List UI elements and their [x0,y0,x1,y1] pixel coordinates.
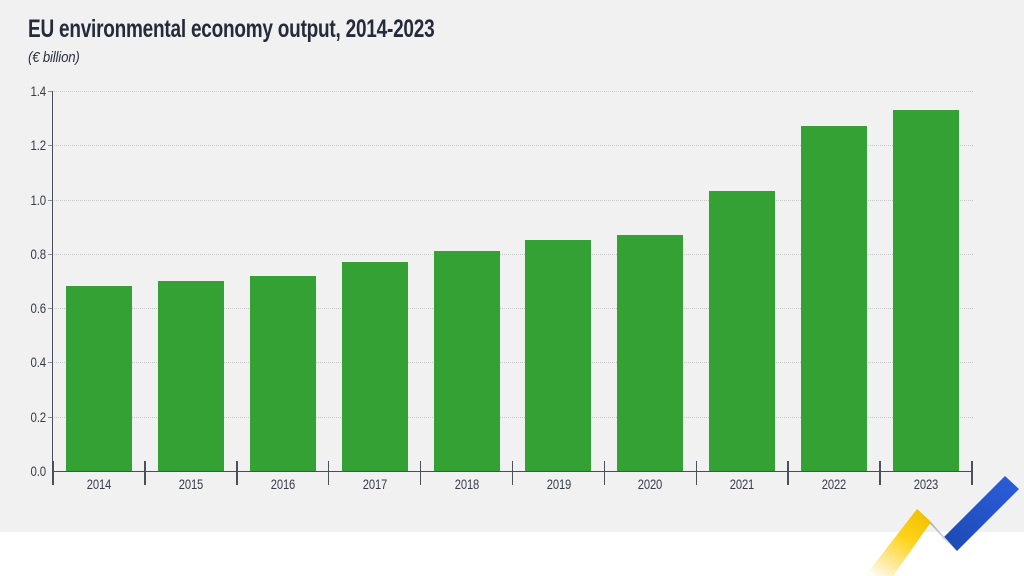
x-axis-tick [236,461,238,485]
x-tick-label-2022: 2022 [821,476,847,492]
x-tick-label-2023: 2023 [913,476,939,492]
bar-2021 [709,191,776,471]
x-tick-label-2016: 2016 [270,476,295,492]
y-axis-tick-1.2 [48,145,52,147]
gridline-0.6 [54,308,973,310]
y-axis-tick-0.6 [48,308,52,310]
chart-title: EU environmental economy output, 2014-20… [28,15,435,43]
y-axis-tick-1.0 [48,199,52,201]
y-tick-label-1.2: 1.2 [30,137,47,154]
bar-2018 [433,251,500,471]
x-axis-tick [879,461,881,485]
x-axis-tick [971,461,973,485]
x-axis-tick [327,461,330,485]
eurostat-zigzag-ribbon-icon [865,476,1019,576]
plot-area: 0.0 0.2 0.4 0.6 0.8 1.0 1.2 1.4 2014 2015 2016 2017… [31,83,973,492]
bar-2020 [617,234,684,471]
x-tick-label-2020: 2020 [638,476,663,492]
x-tick-label-2017: 2017 [362,476,387,492]
x-tick-label-2015: 2015 [178,476,203,492]
y-tick-label-1.0: 1.0 [30,191,47,208]
x-tick-label-2019: 2019 [546,476,571,492]
x-tick-label-2021: 2021 [730,476,755,492]
bar-2015 [157,281,224,471]
x-axis-tick [144,461,146,485]
bar-2022 [801,126,868,471]
gridline-0.8 [54,253,973,255]
gridline-1.0 [54,199,973,201]
x-axis-tick [511,461,514,485]
x-axis-tick [695,461,698,485]
y-tick-label-0.8: 0.8 [30,245,47,262]
gridline-1.2 [54,145,973,147]
y-tick-label-1.4: 1.4 [30,83,47,99]
x-axis-tick [787,461,789,485]
chart-subtitle: (€ billion) [28,49,80,66]
y-tick-label-0.6: 0.6 [30,300,47,317]
x-axis-tick [603,461,606,485]
y-tick-label-0.4: 0.4 [30,354,47,371]
bar-2023 [893,110,960,471]
y-tick-label-0.2: 0.2 [30,408,47,425]
x-tick-label-2014: 2014 [86,476,112,492]
y-axis-line [51,91,53,472]
bar-2019 [525,240,592,471]
gridline-1.4 [54,91,973,92]
chart-panel: EU environmental economy output, 2014-20… [0,0,1024,532]
y-axis-tick-0.2 [48,416,52,418]
gridline-0.2 [54,416,973,418]
x-axis-tick [419,461,422,485]
y-axis-tick-1.4 [48,91,52,92]
y-tick-label-0.0: 0.0 [30,463,47,479]
y-axis-tick-0.4 [48,362,52,364]
x-tick-label-2018: 2018 [454,476,479,492]
bar-2016 [249,275,316,471]
x-axis-tick [52,461,54,485]
bar-2017 [341,262,408,471]
y-axis-tick-0.8 [48,253,52,255]
footer: eurostat [0,532,1024,576]
bar-2014 [65,286,132,471]
gridline-0.4 [54,362,973,364]
x-axis-line [51,470,973,473]
